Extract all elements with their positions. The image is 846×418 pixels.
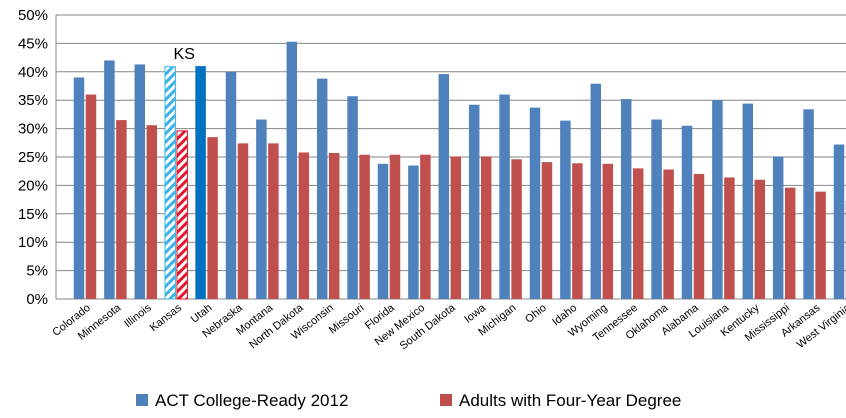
bar-adults-four-year-degree xyxy=(663,169,674,299)
bar-act-college-ready xyxy=(438,74,450,300)
bar-act-college-ready xyxy=(651,119,662,300)
bar-adults-four-year-degree xyxy=(116,120,127,299)
bar-act-college-ready xyxy=(712,100,723,299)
bar-adults-four-year-degree xyxy=(420,154,431,299)
bar-act-college-ready xyxy=(803,109,814,300)
bar-adults-four-year-degree xyxy=(328,153,340,299)
y-tick-label: 0% xyxy=(26,291,48,308)
y-tick-label: 45% xyxy=(18,35,48,52)
y-tick-label: 40% xyxy=(18,64,48,81)
bar-act-college-ready xyxy=(620,99,632,300)
bar-adults-four-year-degree xyxy=(359,154,370,299)
bar-adults-four-year-degree xyxy=(572,163,583,299)
bar-act-college-ready xyxy=(499,94,510,300)
bar-act-college-ready xyxy=(408,165,419,299)
bar-adults-four-year-degree xyxy=(724,177,735,299)
bar-adults-four-year-degree xyxy=(511,159,522,299)
bar-act-college-ready xyxy=(195,66,206,300)
bar-act-college-ready xyxy=(164,66,176,300)
bar-adults-four-year-degree xyxy=(207,137,218,299)
y-axis-ticks: 0% 5% 10% 15% 20% 25% 30% 35% 40% 45% 50% xyxy=(18,7,48,308)
bar-adults-four-year-degree xyxy=(754,179,766,299)
bar-act-college-ready xyxy=(377,163,389,299)
y-tick-label: 35% xyxy=(18,92,48,109)
bar-adults-four-year-degree xyxy=(693,174,705,299)
y-tick-label: 50% xyxy=(18,7,48,24)
bar-adults-four-year-degree xyxy=(146,125,158,299)
y-tick-label: 10% xyxy=(18,234,48,251)
bar-act-college-ready xyxy=(286,41,298,300)
legend-item-act-swatch xyxy=(136,394,148,406)
bar-adults-four-year-degree xyxy=(85,94,97,300)
bar-adults-four-year-degree xyxy=(815,191,826,299)
bar-act-college-ready xyxy=(681,125,693,299)
legend: ACT College-Ready 2012 Adults with Four-Y… xyxy=(136,391,681,410)
y-tick-label: 25% xyxy=(18,149,48,166)
legend-item-act-label: ACT College-Ready 2012 xyxy=(155,391,348,410)
bar-adults-four-year-degree xyxy=(450,156,462,299)
bar-act-college-ready xyxy=(590,83,602,299)
legend-item-degree-label: Adults with Four-Year Degree xyxy=(459,391,681,410)
bar-adults-four-year-degree xyxy=(602,163,614,299)
bar-act-college-ready xyxy=(104,60,115,299)
x-category-label: Kansas xyxy=(148,302,185,334)
y-tick-label: 15% xyxy=(18,206,48,223)
bar-adults-four-year-degree xyxy=(389,154,401,299)
bar-adults-four-year-degree xyxy=(176,130,188,300)
bar-act-college-ready xyxy=(347,96,358,299)
bar-act-college-ready xyxy=(73,77,85,299)
bar-act-college-ready xyxy=(468,104,480,299)
bar-act-college-ready xyxy=(134,64,146,299)
bar-act-college-ready xyxy=(742,103,754,299)
bar-adults-four-year-degree xyxy=(480,156,492,299)
y-tick-label: 20% xyxy=(18,177,48,194)
bar-act-college-ready xyxy=(529,107,541,299)
bar-adults-four-year-degree xyxy=(784,187,796,299)
bar-act-college-ready xyxy=(225,71,237,299)
y-tick-label: 30% xyxy=(18,121,48,138)
bar-adults-four-year-degree xyxy=(268,143,279,299)
bar-act-college-ready xyxy=(833,144,845,299)
annotations: KS xyxy=(174,46,195,63)
legend-item-degree-swatch xyxy=(440,394,452,406)
bar-act-college-ready xyxy=(772,156,784,299)
x-category-label: Ohio xyxy=(523,302,549,326)
bar-adults-four-year-degree xyxy=(237,143,249,299)
bars xyxy=(73,41,846,300)
bar-adults-four-year-degree xyxy=(541,162,553,299)
x-category-label: Missouri xyxy=(327,302,367,337)
y-tick-label: 5% xyxy=(26,263,48,280)
bar-adults-four-year-degree xyxy=(632,168,644,299)
ks-annotation: KS xyxy=(174,46,195,63)
bar-act-college-ready xyxy=(316,78,328,299)
bar-adults-four-year-degree xyxy=(298,152,310,299)
bar-act-college-ready xyxy=(560,120,571,299)
bar-act-college-ready xyxy=(256,119,267,300)
